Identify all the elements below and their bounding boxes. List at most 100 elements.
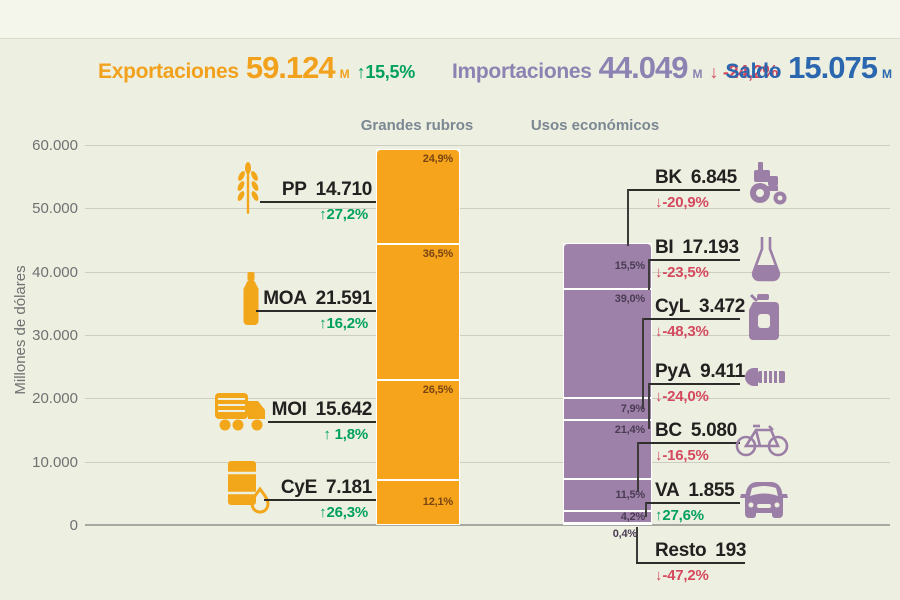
label-underline — [268, 421, 376, 423]
bar-segment-CyL: 7,9% — [564, 396, 651, 419]
gridline — [85, 272, 890, 273]
exports-value: 59.124 — [245, 50, 336, 85]
bar-segment-MOI: 26,5% — [377, 379, 459, 479]
label-underline — [256, 310, 376, 312]
connector-line — [648, 383, 650, 429]
segment-percent-label: 39,0% — [614, 292, 645, 305]
import-row-bc: BC 5.080 ↓-16,5% — [627, 420, 900, 492]
import-item-change: ↑27,6% — [655, 507, 704, 524]
bar-segment-BC: 11,5% — [564, 478, 651, 511]
export-row-cye: CyE 7.181 ↑26,3% — [160, 461, 376, 539]
bar-segment-Resto: 0,4% — [564, 522, 651, 540]
down-arrow-icon: ↓ — [655, 447, 663, 464]
up-arrow-icon: ↑ — [319, 504, 327, 521]
exports-stacked-bar: 24,9% 36,5% 26,5% 12,1% — [376, 148, 460, 525]
import-row-pya: PyA 9.411 ↓-24,0% — [627, 361, 900, 431]
import-item-label: BK 6.845 — [655, 167, 737, 188]
imports-stacked-bar: 15,5% 39,0% 7,9% 21,4% 11,5% 4,2% 0,4% — [563, 243, 652, 540]
connector-line — [636, 527, 638, 562]
export-row-pp: PP 14.710 ↑27,2% — [160, 162, 376, 241]
tractor-icon — [746, 160, 790, 213]
import-item-label: VA 1.855 — [655, 480, 735, 501]
exports-unit: M — [339, 67, 350, 81]
import-row-bk: BK 6.845 ↓-20,9% — [627, 162, 900, 246]
segment-percent-label: 0,4% — [612, 528, 637, 541]
down-arrow-icon: ↓ — [655, 388, 663, 405]
label-underline — [627, 189, 740, 191]
balance-unit: M — [882, 67, 892, 81]
gridline — [85, 398, 890, 399]
flask-icon — [750, 234, 782, 289]
top-strip — [0, 0, 900, 38]
export-item-label: MOA 21.591 — [263, 288, 372, 309]
export-row-moi: MOI 15.642 ↑ 1,8% — [160, 393, 376, 461]
label-underline — [648, 383, 740, 385]
bottle-icon — [240, 271, 262, 334]
up-arrow-icon: ↑ — [356, 62, 366, 82]
import-item-label: PyA 9.411 — [655, 361, 746, 382]
import-item-change: ↓-20,9% — [655, 194, 709, 211]
up-arrow-icon: ↑ — [323, 426, 331, 443]
gridline — [85, 208, 890, 209]
export-item-change: ↑16,2% — [319, 315, 368, 332]
up-arrow-icon: ↑ — [655, 507, 663, 524]
exports-label: Exportaciones — [98, 60, 239, 83]
y-tick: 50.000 — [32, 200, 78, 217]
balance-label: Saldo — [725, 60, 782, 83]
bar-segment-CyE: 12,1% — [377, 478, 459, 524]
imports-column-header: Usos económicos — [530, 117, 660, 134]
y-tick: 10.000 — [32, 454, 78, 471]
segment-percent-label: 24,9% — [422, 152, 453, 165]
segment-percent-label: 15,5% — [614, 259, 645, 272]
down-arrow-icon: ↓ — [655, 567, 663, 584]
bar-segment-PP: 24,9% — [377, 149, 459, 243]
import-item-change: ↓-24,0% — [655, 388, 709, 405]
bar-segment-VA: 4,2% — [564, 510, 651, 524]
label-underline — [648, 259, 740, 261]
segment-percent-label: 7,9% — [620, 402, 645, 415]
connector-line — [627, 189, 629, 246]
export-item-change: ↑ 1,8% — [323, 426, 368, 443]
export-item-label: CyE 7.181 — [280, 477, 372, 498]
wheat-icon — [233, 162, 263, 221]
imports-change: ↓ -24,2% — [709, 62, 779, 82]
truck-icon — [212, 385, 270, 440]
segment-percent-label: 26,5% — [422, 384, 453, 397]
segment-percent-label: 36,5% — [422, 247, 453, 260]
label-underline — [260, 201, 376, 203]
y-tick: 60.000 — [32, 137, 78, 154]
y-tick: 40.000 — [32, 264, 78, 281]
down-arrow-icon: ↓ — [709, 62, 719, 82]
segment-percent-label: 4,2% — [620, 511, 645, 524]
import-item-change: ↓-23,5% — [655, 264, 709, 281]
import-item-label: Resto 193 — [655, 540, 747, 561]
fuel-can-icon — [747, 292, 781, 347]
bar-segment-BK: 15,5% — [564, 244, 651, 288]
export-item-change: ↑26,3% — [319, 504, 368, 521]
import-item-change: ↓-16,5% — [655, 447, 709, 464]
label-underline — [637, 442, 740, 444]
segment-percent-label: 12,1% — [422, 496, 453, 509]
import-item-label: BI 17.193 — [655, 237, 739, 258]
balance-total: Saldo 15.075 M — [725, 50, 892, 86]
connector-line — [642, 318, 644, 409]
segment-percent-label: 11,5% — [615, 489, 645, 502]
exports-change: ↑15,5% — [356, 62, 416, 82]
down-arrow-icon: ↓ — [655, 194, 663, 211]
imports-value: 44.049 — [598, 50, 689, 85]
connector-line — [645, 502, 647, 517]
car-icon — [737, 474, 791, 529]
imports-total: Importaciones 44.049 M ↓ -24,2% — [452, 50, 778, 86]
connector-line — [648, 259, 650, 290]
import-item-change: ↓-47,2% — [655, 567, 709, 584]
import-row-bi: BI 17.193 ↓-23,5% — [627, 237, 900, 307]
import-row-resto: Resto 193 ↓-47,2% — [627, 527, 900, 600]
gridline — [85, 462, 890, 463]
screw-icon — [743, 362, 787, 397]
oil-barrel-icon — [226, 459, 272, 524]
chart-area: 24,9% 36,5% 26,5% 12,1% 15,5% 39,0% 7,9% 21,4%… — [0, 145, 900, 540]
imports-label: Importaciones — [452, 60, 592, 83]
import-item-label: CyL 3.472 — [655, 296, 746, 317]
gridline — [85, 145, 890, 146]
